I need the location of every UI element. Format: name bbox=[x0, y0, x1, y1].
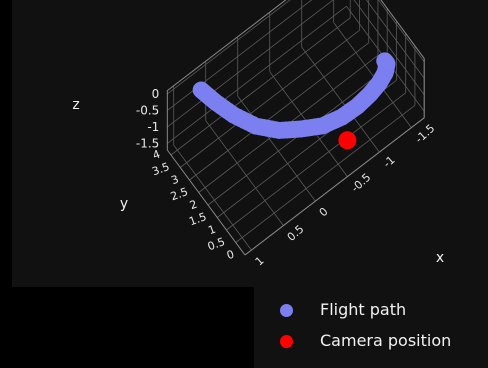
y-tick-label: 4 bbox=[151, 148, 162, 163]
legend-marker-camera-position bbox=[280, 335, 293, 348]
y-tick-label: 3.5 bbox=[150, 160, 171, 178]
y-axis-title: y bbox=[120, 196, 128, 212]
y-tick-label: 2 bbox=[188, 198, 199, 213]
grid-line bbox=[189, 42, 369, 181]
plot-area[interactable]: 1 0.5 0 -0.5 -1 -1.5 0 0.5 1 1.5 2 2.5 3 3.5 4 0 -0.5 -1-… bbox=[12, 0, 488, 287]
legend: Flight path Camera position bbox=[254, 287, 488, 368]
grid-line bbox=[167, 0, 291, 95]
grid-line bbox=[378, 0, 425, 62]
y-tick-label: 2.5 bbox=[169, 185, 190, 203]
x-tick-label: 0 bbox=[317, 205, 331, 219]
x-tick-label: -1 bbox=[381, 153, 398, 170]
flight-path-point bbox=[376, 52, 394, 70]
axis-edge bbox=[166, 149, 246, 256]
grid-line bbox=[170, 17, 351, 156]
grid-line bbox=[180, 29, 360, 168]
camera-position-point bbox=[338, 131, 357, 150]
grid-line bbox=[167, 0, 334, 128]
legend-item-camera-position[interactable]: Camera position bbox=[254, 330, 488, 354]
y-tick-label: 1.5 bbox=[187, 210, 208, 228]
x-axis-title: x bbox=[436, 250, 444, 266]
scatter3d-scene[interactable]: 10.50-0.5-1-1.500.511.522.533.540-0.5-1-… bbox=[12, 0, 488, 287]
legend-item-flight-path[interactable]: Flight path bbox=[254, 299, 488, 323]
grid-line bbox=[235, 104, 416, 243]
z-axis-title: z bbox=[72, 97, 79, 113]
y-tick-label: 3 bbox=[170, 173, 181, 188]
legend-label-flight-path: Flight path bbox=[320, 300, 407, 319]
axis-edge bbox=[380, 0, 425, 59]
z-tick-label: -1 bbox=[147, 120, 159, 134]
axis-edge bbox=[166, 0, 287, 91]
grid-line bbox=[226, 92, 406, 231]
x-tick-label: 1 bbox=[253, 254, 267, 268]
legend-label-camera-position: Camera position bbox=[320, 331, 452, 350]
x-tick-label: 0.5 bbox=[285, 222, 307, 243]
legend-marker-flight-path bbox=[280, 304, 293, 317]
y-tick-label: 0 bbox=[225, 248, 236, 263]
z-tick-label: 0 bbox=[152, 87, 160, 101]
x-tick-label: -1.5 bbox=[413, 122, 438, 146]
grid-line bbox=[167, 5, 347, 144]
axis-edge bbox=[244, 117, 425, 256]
grid-line bbox=[353, 0, 425, 95]
y-tick-label: 1 bbox=[207, 223, 218, 238]
y-tick-label: 0.5 bbox=[206, 235, 227, 253]
z-tick-label: -1.5 bbox=[136, 136, 159, 150]
z-tick-label: -0.5 bbox=[136, 103, 159, 117]
x-tick-label: -0.5 bbox=[349, 171, 374, 195]
grid-line bbox=[365, 0, 425, 79]
